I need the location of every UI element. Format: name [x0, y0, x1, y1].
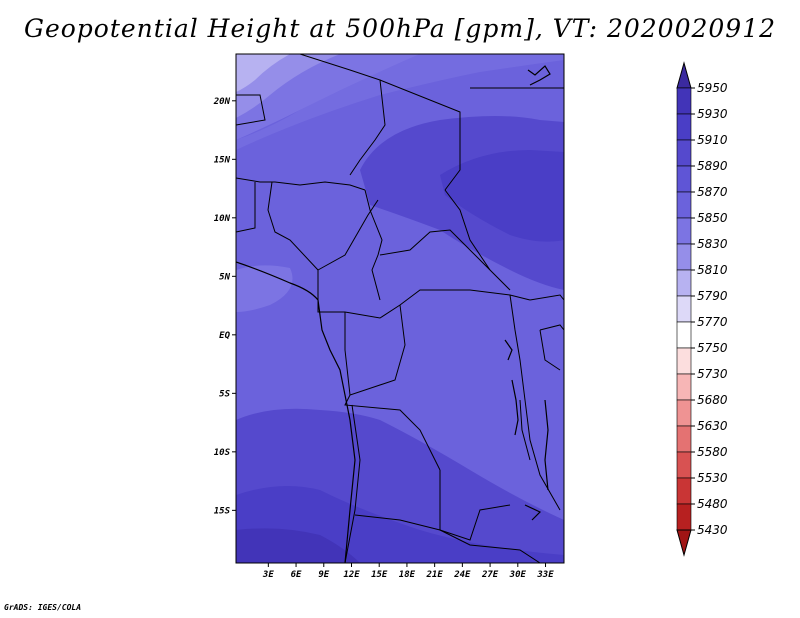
x-tick-label: 30E: [509, 570, 527, 580]
colorbar-swatch: [676, 503, 692, 531]
colorbar-label: 5950: [697, 81, 728, 95]
country-borders: [236, 54, 564, 563]
colorbar-label: 5770: [697, 315, 728, 329]
colorbar-label: 5630: [697, 419, 728, 433]
y-tick-label: 10S: [214, 448, 231, 458]
colorbar-swatch: [676, 425, 692, 453]
x-tick-label: 12E: [343, 570, 360, 580]
x-tick-label: 3E: [262, 570, 274, 580]
credit-text: GrADS: IGES/COLA: [4, 603, 82, 612]
x-tick-label: 15E: [371, 570, 388, 580]
x-tick-label: 27E: [481, 570, 499, 580]
colorbar-label: 5680: [697, 393, 728, 407]
x-tick-label: 24E: [453, 570, 471, 580]
colorbar-swatch: [676, 191, 692, 219]
colorbar-swatch: [676, 113, 692, 141]
colorbar-top-triangle-icon: [676, 61, 692, 89]
colorbar-swatch: [676, 295, 692, 323]
colorbar-label: 5790: [697, 289, 728, 303]
colorbar-swatch: [676, 139, 692, 167]
colorbar-label: 5870: [697, 185, 728, 199]
colorbar-bottom-triangle-icon: [676, 529, 692, 557]
x-tick-label: 6E: [291, 570, 302, 580]
colorbar-swatch: [676, 451, 692, 479]
y-tick-label: 15N: [214, 155, 231, 165]
map-frame: [235, 53, 565, 564]
y-tick-label: 5S: [219, 389, 230, 399]
colorbar-swatch: [676, 477, 692, 505]
colorbar-label: 5430: [697, 523, 728, 537]
colorbar-swatch: [676, 321, 692, 349]
colorbar-swatch: [676, 373, 692, 401]
x-axis: 3E 6E 9E 12E 15E 18E 21E 24E 27E 30E 33E: [262, 563, 554, 580]
chart-title: Geopotential Height at 500hPa [gpm], VT:…: [23, 14, 777, 43]
colorbar-swatch: [676, 399, 692, 427]
x-tick-label: 33E: [536, 570, 554, 580]
x-tick-label: 9E: [318, 570, 329, 580]
geopotential-field: [236, 54, 564, 563]
y-tick-label: EQ: [219, 331, 230, 341]
colorbar-label: 5480: [697, 497, 728, 511]
colorbar-swatch: [676, 165, 692, 193]
colorbar-swatch: [676, 347, 692, 375]
colorbar-label: 5580: [697, 445, 728, 459]
colorbar-label: 5810: [697, 263, 728, 277]
colorbar-swatch: [676, 217, 692, 245]
colorbar-swatch: [676, 269, 692, 297]
colorbar-swatch: [676, 243, 692, 271]
y-tick-label: 5N: [219, 272, 230, 282]
colorbar-label: 5530: [697, 471, 728, 485]
colorbar-label: 5750: [697, 341, 728, 355]
x-tick-label: 18E: [399, 570, 416, 580]
colorbar-label: 5730: [697, 367, 728, 381]
colorbar-swatch: [676, 87, 692, 115]
y-tick-label: 15S: [214, 506, 231, 516]
colorbar-label: 5890: [697, 159, 728, 173]
y-axis: 20N 15N 10N 5N EQ 5S 10S 15S: [213, 97, 236, 516]
colorbar-label: 5850: [697, 211, 728, 225]
colorbar-label: 5930: [697, 107, 728, 121]
coastlines: [236, 65, 551, 563]
y-tick-label: 20N: [213, 97, 231, 107]
colorbar-label: 5830: [697, 237, 728, 251]
colorbar: 5950 5930 5910 5890 5870 5850 5830 5810 5790 5770…: [676, 61, 728, 557]
colorbar-label: 5910: [697, 133, 728, 147]
x-tick-label: 21E: [426, 570, 444, 580]
y-tick-label: 10N: [214, 214, 231, 224]
